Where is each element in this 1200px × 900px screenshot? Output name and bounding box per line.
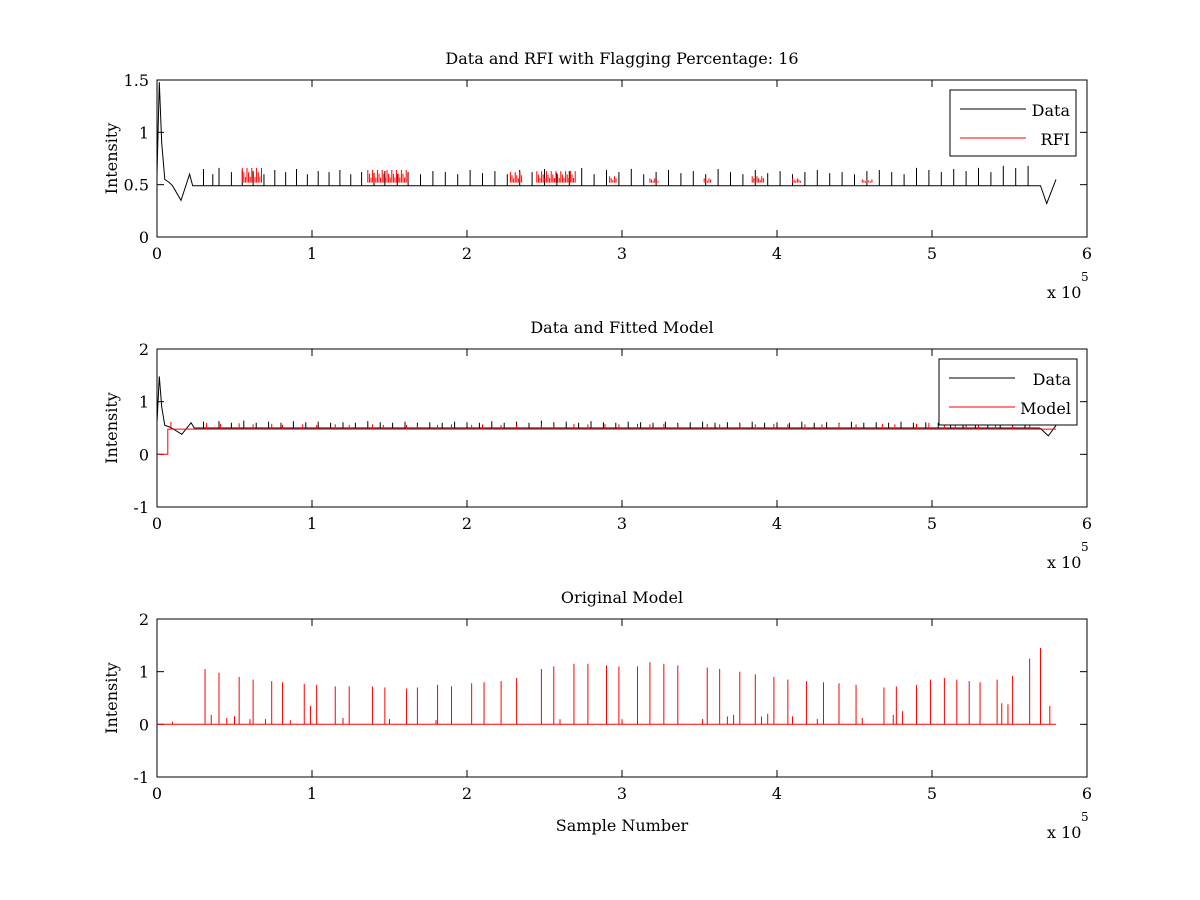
chart-title: Original Model — [561, 588, 683, 607]
legend-label: Data — [1032, 101, 1071, 120]
x-tick-label: 0 — [152, 244, 162, 263]
x-axis-label: Sample Number — [556, 816, 689, 835]
plot-area — [157, 82, 1057, 205]
series-step-line — [157, 428, 1056, 455]
x-tick-label: 0 — [152, 514, 162, 533]
series-model — [157, 421, 1056, 455]
x-tick-label: 5 — [927, 244, 937, 263]
x-exponent-prefix: x 10 — [1047, 283, 1081, 302]
y-axis-label: Intensity — [102, 392, 121, 464]
x-exponent-power: 5 — [1081, 810, 1089, 824]
x-tick-label: 4 — [772, 784, 782, 803]
x-tick-label: 4 — [772, 244, 782, 263]
axes-frame — [156, 79, 1088, 238]
x-tick-label: 1 — [307, 784, 317, 803]
rfi-burst — [751, 176, 764, 183]
series-data — [157, 376, 1057, 437]
series-line — [157, 376, 1057, 437]
rfi-burst — [649, 178, 659, 183]
legend: Data RFI — [949, 89, 1077, 157]
y-tick-label: 2 — [139, 610, 149, 629]
rfi-burst — [861, 179, 873, 183]
x-tick-label: 3 — [617, 514, 627, 533]
series-data — [157, 82, 1057, 205]
axes-frame — [156, 618, 1088, 778]
rfi-burst — [792, 178, 801, 183]
series-line — [157, 82, 1057, 205]
x-tick-label: 5 — [927, 514, 937, 533]
x-tick-label: 2 — [462, 244, 472, 263]
plot-area — [157, 376, 1057, 455]
x-exponent-power: 5 — [1081, 540, 1089, 554]
y-tick-label: 0 — [139, 445, 149, 464]
rfi-burst — [509, 172, 523, 183]
x-tick-label: 1 — [307, 244, 317, 263]
y-tick-label: 0.5 — [124, 176, 149, 195]
series-model — [157, 647, 1056, 725]
legend-label: Data — [1033, 370, 1072, 389]
legend-label: RFI — [1041, 130, 1070, 149]
y-tick-label: 1 — [139, 393, 149, 412]
y-tick-label: 1.5 — [124, 71, 149, 90]
rfi-burst — [241, 167, 262, 183]
x-tick-label: 4 — [772, 514, 782, 533]
x-tick-label: 5 — [927, 784, 937, 803]
plot-area — [157, 647, 1056, 725]
rfi-burst — [536, 171, 576, 183]
x-tick-label: 0 — [152, 784, 162, 803]
y-tick-label: 0 — [139, 228, 149, 247]
y-tick-label: 1 — [139, 123, 149, 142]
x-exponent-prefix: x 10 — [1047, 823, 1081, 842]
series-rfi — [241, 167, 873, 183]
chart-panel-1: 0 1 2 3 4 5 6 0 0.5 1 1.5 Data and RFI with Flaggin… — [102, 49, 1092, 302]
rfi-burst — [703, 178, 712, 183]
y-tick-label: 2 — [139, 340, 149, 359]
rfi-burst — [609, 176, 617, 183]
y-tick-label: 0 — [139, 715, 149, 734]
x-tick-label: 6 — [1082, 784, 1092, 803]
x-tick-label: 6 — [1082, 244, 1092, 263]
y-tick-label: 1 — [139, 663, 149, 682]
x-exponent-power: 5 — [1081, 270, 1089, 284]
x-exponent-prefix: x 10 — [1047, 553, 1081, 572]
legend-box — [938, 358, 1078, 426]
x-tick-label: 6 — [1082, 514, 1092, 533]
rfi-burst — [367, 170, 409, 183]
x-tick-label: 2 — [462, 784, 472, 803]
x-tick-label: 2 — [462, 514, 472, 533]
y-tick-label: -1 — [133, 768, 149, 787]
chart-title: Data and RFI with Flagging Percentage: 1… — [445, 49, 798, 68]
x-tick-label: 3 — [617, 244, 627, 263]
x-tick-label: 3 — [617, 784, 627, 803]
chart-title: Data and Fitted Model — [530, 318, 713, 337]
legend-label: Model — [1020, 399, 1071, 418]
x-tick-label: 1 — [307, 514, 317, 533]
legend: Data Model — [938, 358, 1078, 426]
y-tick-label: -1 — [133, 498, 149, 517]
y-axis-label: Intensity — [102, 662, 121, 734]
y-axis-label: Intensity — [102, 123, 121, 195]
legend-box — [949, 89, 1077, 157]
